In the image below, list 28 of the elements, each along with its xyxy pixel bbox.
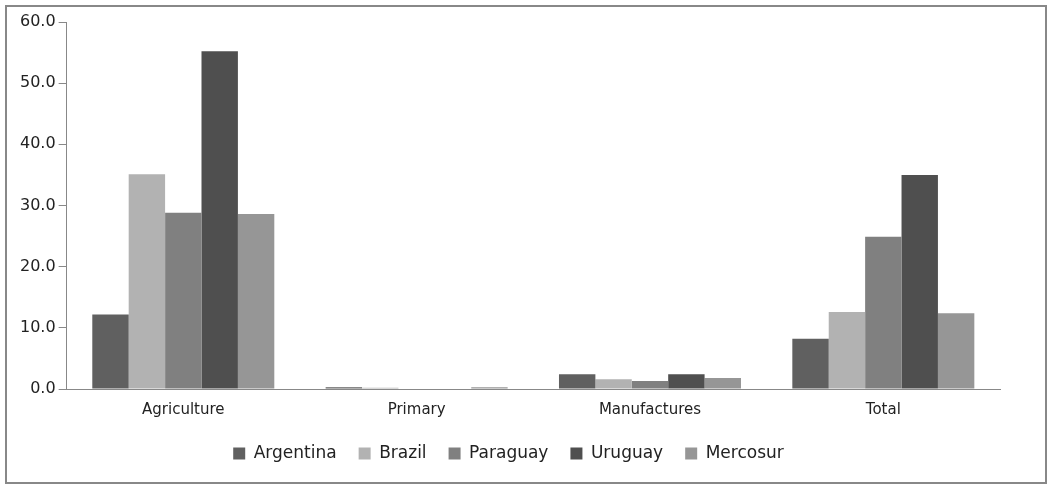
y-tick-label: 50.0 (20, 72, 56, 92)
x-tick-label: Primary (387, 399, 446, 418)
x-tick-label: Agriculture (142, 399, 225, 418)
bar (128, 174, 166, 389)
bar (901, 174, 938, 389)
y-tick-label: 60.0 (20, 11, 56, 31)
y-tick-label: 30.0 (20, 194, 56, 214)
y-tick-label: 10.0 (20, 316, 56, 336)
y-tick-label: 20.0 (20, 255, 56, 275)
bar (792, 338, 829, 389)
y-tick-label: 40.0 (20, 133, 56, 153)
x-tick-label: Total (864, 399, 901, 418)
bar (201, 51, 238, 389)
legend-label: Paraguay (469, 441, 549, 462)
x-tick-label: Manufactures (598, 399, 702, 418)
bar (558, 374, 596, 389)
bar (704, 377, 741, 389)
bar (92, 314, 129, 389)
bar (237, 214, 275, 389)
legend-label: Brazil (379, 441, 427, 462)
bar (937, 313, 975, 389)
legend-label: Mercosur (705, 441, 784, 462)
legend-label: Uruguay (590, 441, 664, 462)
legend-label: Argentina (253, 441, 337, 462)
bar (828, 311, 866, 389)
y-tick-label: 0.0 (30, 378, 56, 398)
bar (595, 379, 632, 389)
bar (668, 374, 705, 389)
